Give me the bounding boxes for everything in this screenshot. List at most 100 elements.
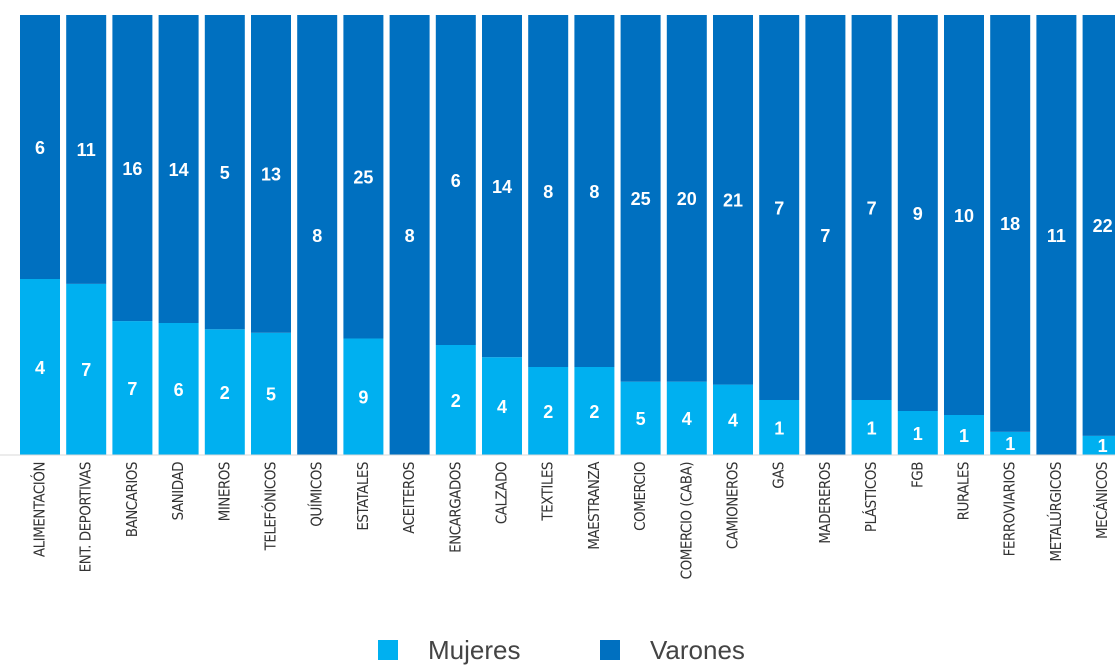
value-label: 6 bbox=[35, 138, 45, 158]
bar-segment bbox=[620, 15, 661, 382]
bar-segment bbox=[666, 15, 707, 382]
x-tick-label: SANIDAD bbox=[169, 462, 187, 521]
value-label: 21 bbox=[723, 191, 743, 211]
bar-segment bbox=[66, 15, 107, 284]
legend-swatch bbox=[378, 640, 398, 660]
bar-segment bbox=[482, 357, 522, 455]
value-label: 5 bbox=[636, 409, 646, 429]
bar-segment bbox=[20, 15, 60, 279]
bar-segment bbox=[389, 15, 430, 455]
value-label: 2 bbox=[451, 391, 461, 411]
bar-segment bbox=[158, 323, 199, 455]
value-label: 9 bbox=[913, 204, 923, 224]
x-tick-label: TELEFÓNICOS bbox=[261, 462, 280, 551]
value-label: 7 bbox=[127, 379, 137, 399]
bar-segment bbox=[1036, 15, 1077, 455]
bar-segment bbox=[528, 367, 569, 455]
bar-segment bbox=[990, 15, 1031, 432]
bar-segment bbox=[297, 15, 338, 455]
x-tick-label: ENCARGADOS bbox=[446, 462, 464, 553]
legend-label: Mujeres bbox=[428, 635, 520, 665]
bar-segment bbox=[435, 345, 476, 455]
legend-label: Varones bbox=[650, 635, 745, 665]
value-label: 20 bbox=[677, 189, 697, 209]
x-tick-label: MINEROS bbox=[215, 462, 233, 521]
value-label: 25 bbox=[353, 168, 373, 188]
bar-segment bbox=[620, 381, 661, 455]
x-tick-label: TEXTILES bbox=[539, 462, 557, 522]
bar-segment bbox=[343, 338, 384, 455]
x-tick-label: ACEITEROS bbox=[400, 462, 418, 534]
x-tick-label: RURALES bbox=[955, 462, 973, 520]
bar-segment bbox=[528, 15, 569, 367]
bar-segment bbox=[713, 15, 753, 385]
legend-swatch bbox=[600, 640, 620, 660]
bar-segment bbox=[574, 367, 615, 455]
bar-segment bbox=[482, 15, 522, 358]
value-label: 4 bbox=[35, 358, 45, 378]
bar-segment bbox=[990, 431, 1031, 455]
value-label: 2 bbox=[543, 402, 553, 422]
value-label: 1 bbox=[1098, 436, 1108, 456]
x-tick-label: COMERCIO (CABA) bbox=[677, 462, 695, 580]
bar-segment bbox=[112, 15, 153, 322]
bar-segment bbox=[805, 15, 846, 455]
value-label: 4 bbox=[728, 411, 738, 431]
x-tick-label: FERROVIARIOS bbox=[1001, 462, 1019, 556]
value-label: 22 bbox=[1093, 216, 1113, 236]
value-label: 14 bbox=[492, 177, 512, 197]
bar-segment bbox=[204, 15, 245, 330]
value-label: 8 bbox=[312, 226, 322, 246]
bar-segment bbox=[851, 400, 892, 455]
x-tick-label: CALZADO bbox=[493, 462, 511, 524]
value-label: 13 bbox=[261, 165, 281, 185]
value-label: 10 bbox=[954, 206, 974, 226]
value-label: 1 bbox=[959, 426, 969, 446]
bar-segment bbox=[1082, 15, 1115, 436]
bar-segment bbox=[574, 15, 615, 367]
bar-segment bbox=[944, 15, 984, 415]
bar-segment bbox=[112, 321, 153, 455]
x-tick-label: MAESTRANZA bbox=[585, 461, 603, 550]
value-label: 8 bbox=[589, 182, 599, 202]
x-tick-label: CAMIONEROS bbox=[724, 462, 742, 549]
bar-segment bbox=[897, 411, 938, 455]
bar-segment bbox=[944, 415, 984, 455]
bar-segment bbox=[1082, 435, 1115, 455]
bar-segment bbox=[759, 15, 800, 400]
x-tick-label: QUÍMICOS bbox=[307, 462, 326, 527]
value-label: 6 bbox=[174, 380, 184, 400]
value-label: 8 bbox=[405, 226, 415, 246]
x-tick-label: MADEREROS bbox=[816, 462, 834, 544]
x-tick-label: BANCARIOS bbox=[123, 462, 141, 537]
bar-segment bbox=[897, 15, 938, 411]
x-tick-label: GAS bbox=[770, 462, 788, 489]
value-label: 7 bbox=[820, 226, 830, 246]
value-label: 1 bbox=[774, 418, 784, 438]
value-label: 8 bbox=[543, 182, 553, 202]
value-label: 4 bbox=[497, 397, 507, 417]
value-label: 4 bbox=[682, 409, 692, 429]
bar-segment bbox=[66, 283, 107, 455]
x-tick-label: ALIMENTACIÓN bbox=[30, 462, 49, 557]
value-label: 25 bbox=[631, 189, 651, 209]
x-tick-label: MECÁNICOS bbox=[1092, 462, 1111, 539]
x-tick-label: COMERCIO bbox=[631, 462, 649, 531]
bar-segment bbox=[343, 15, 384, 339]
bar-segment bbox=[435, 15, 476, 345]
value-label: 16 bbox=[122, 159, 142, 179]
bar-segment bbox=[158, 15, 199, 323]
bar-segment bbox=[851, 15, 892, 400]
bar-segment bbox=[713, 384, 753, 455]
bar-segment bbox=[20, 279, 60, 455]
x-tick-label: FGB bbox=[908, 462, 926, 488]
x-tick-label: ENT. DEPORTIVAS bbox=[77, 462, 95, 572]
value-label: 1 bbox=[1005, 434, 1015, 454]
bar-segment bbox=[251, 15, 291, 333]
bar-segment bbox=[759, 400, 800, 455]
value-label: 9 bbox=[358, 388, 368, 408]
value-label: 2 bbox=[589, 402, 599, 422]
x-tick-label: ESTATALES bbox=[354, 462, 372, 531]
value-label: 6 bbox=[451, 171, 461, 191]
